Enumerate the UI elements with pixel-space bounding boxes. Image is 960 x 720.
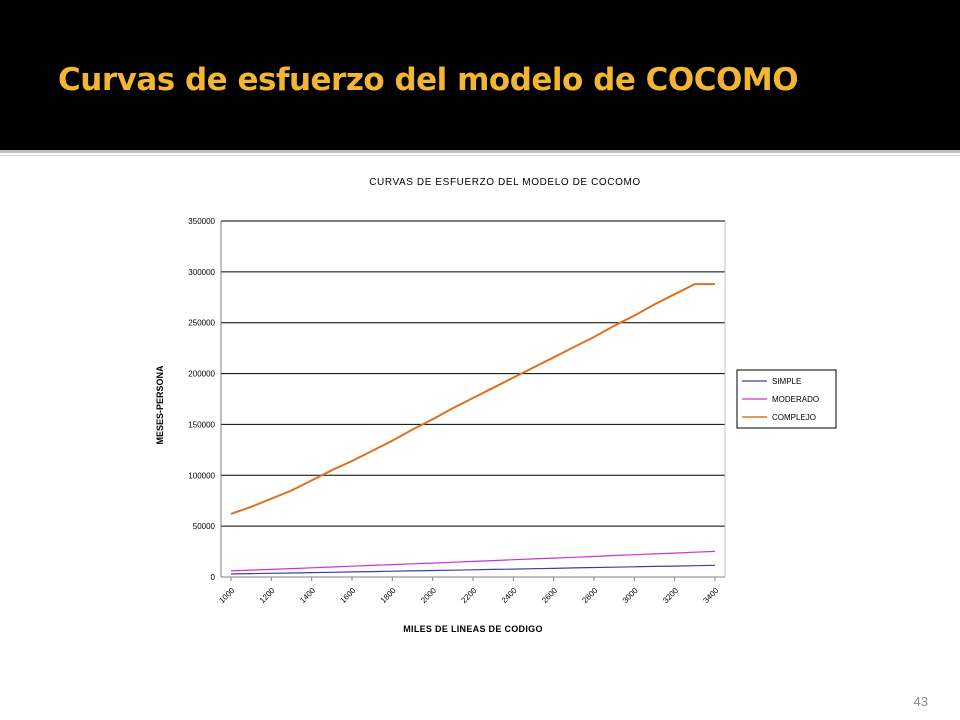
x-tick-label: 2200 bbox=[459, 586, 478, 605]
x-tick-label: 2600 bbox=[540, 586, 559, 605]
y-tick-label: 200000 bbox=[188, 370, 215, 379]
x-tick-label: 3000 bbox=[621, 586, 640, 605]
header-divider bbox=[0, 150, 960, 153]
y-axis-label: MESES-PERSONA bbox=[155, 365, 165, 445]
y-tick-label: 250000 bbox=[188, 319, 215, 328]
slide-number: 43 bbox=[913, 694, 928, 709]
slide-header: Curvas de esfuerzo del modelo de COCOMO bbox=[0, 0, 960, 150]
y-tick-label: 100000 bbox=[188, 471, 215, 480]
chart-title: CURVAS DE ESFUERZO DEL MODELO DE COCOMO bbox=[369, 177, 641, 188]
legend-label: COMPLEJO bbox=[772, 413, 816, 422]
x-axis-label: MILES DE LINEAS DE CODIGO bbox=[403, 624, 543, 634]
x-tick-label: 1000 bbox=[217, 586, 236, 605]
y-tick-label: 350000 bbox=[188, 217, 215, 226]
series-line-simple bbox=[230, 564, 716, 575]
x-tick-label: 2400 bbox=[500, 586, 519, 605]
slide-title: Curvas de esfuerzo del modelo de COCOMO bbox=[58, 62, 799, 98]
x-tick-label: 3400 bbox=[701, 586, 720, 605]
x-tick-label: 1800 bbox=[379, 586, 398, 605]
x-tick-label: 1400 bbox=[298, 586, 317, 605]
y-tick-label: 0 bbox=[211, 573, 216, 582]
x-tick-label: 2000 bbox=[419, 586, 438, 605]
x-tick-label: 2800 bbox=[580, 586, 599, 605]
y-tick-label: 150000 bbox=[188, 420, 215, 429]
series-line-moderado bbox=[230, 550, 716, 572]
series-line-complejo bbox=[230, 283, 715, 515]
y-tick-label: 50000 bbox=[193, 522, 216, 531]
header-divider-thin bbox=[0, 155, 960, 156]
y-tick-label: 300000 bbox=[188, 268, 215, 277]
legend-label: MODERADO bbox=[772, 395, 819, 404]
x-tick-label: 1200 bbox=[258, 586, 277, 605]
x-tick-label: 3200 bbox=[661, 586, 680, 605]
legend-label: SIMPLE bbox=[772, 377, 801, 386]
x-tick-label: 1600 bbox=[338, 586, 357, 605]
